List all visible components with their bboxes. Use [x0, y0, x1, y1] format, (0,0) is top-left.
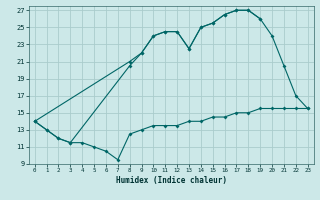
X-axis label: Humidex (Indice chaleur): Humidex (Indice chaleur)	[116, 176, 227, 185]
